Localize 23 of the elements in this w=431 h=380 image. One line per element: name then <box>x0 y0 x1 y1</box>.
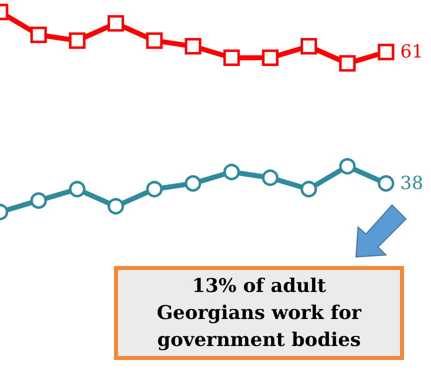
point <box>146 180 163 198</box>
point <box>339 55 356 72</box>
point <box>223 49 240 66</box>
point <box>378 175 394 192</box>
point <box>262 49 278 66</box>
point <box>146 32 163 49</box>
point <box>223 164 240 180</box>
point <box>30 26 47 44</box>
point <box>184 175 202 192</box>
text: 13% of adult Georgians work for government bodies <box>156 274 362 352</box>
point <box>300 180 318 198</box>
point <box>68 180 86 198</box>
point <box>262 169 278 186</box>
point <box>108 15 124 32</box>
data-label: 38 <box>400 172 424 194</box>
point <box>68 32 86 49</box>
point <box>378 44 394 60</box>
point <box>108 198 124 215</box>
point <box>339 158 356 175</box>
data-label: 61 <box>400 42 424 62</box>
point <box>300 38 318 55</box>
point <box>30 192 47 209</box>
point <box>184 38 202 55</box>
